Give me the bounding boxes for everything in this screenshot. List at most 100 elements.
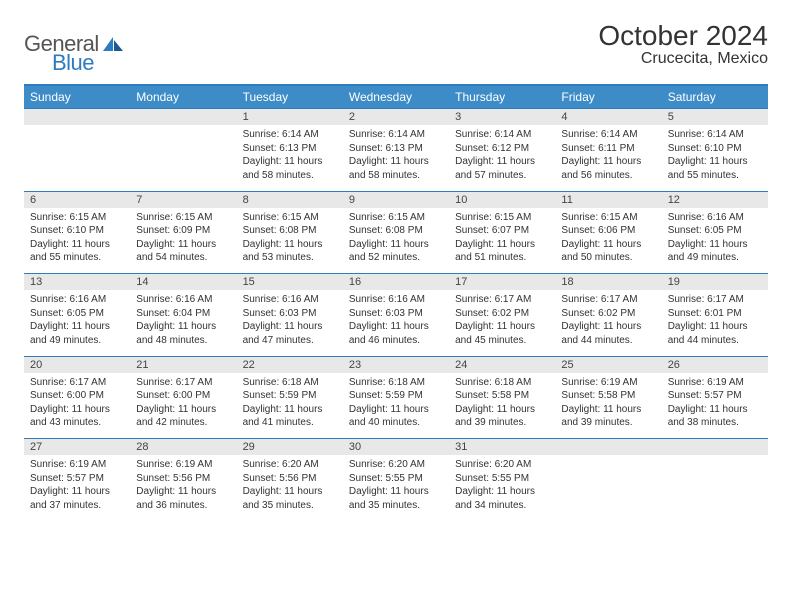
- day-number: 18: [555, 274, 661, 291]
- day-dl2: and 38 minutes.: [668, 416, 762, 430]
- day-ss: Sunset: 6:10 PM: [30, 224, 124, 238]
- day-number: 1: [237, 109, 343, 126]
- day-ss: Sunset: 6:13 PM: [349, 142, 443, 156]
- day-cell: Sunrise: 6:17 AMSunset: 6:02 PMDaylight:…: [555, 290, 661, 356]
- day-dl2: and 45 minutes.: [455, 334, 549, 348]
- day-cell: Sunrise: 6:20 AMSunset: 5:55 PMDaylight:…: [343, 455, 449, 521]
- day-number: 15: [237, 274, 343, 291]
- day-ss: Sunset: 5:55 PM: [455, 472, 549, 486]
- day-dl2: and 34 minutes.: [455, 499, 549, 513]
- day-cell: Sunrise: 6:16 AMSunset: 6:05 PMDaylight:…: [24, 290, 130, 356]
- day-dl1: Daylight: 11 hours: [668, 403, 762, 417]
- day-sr: Sunrise: 6:14 AM: [561, 128, 655, 142]
- day-cell: Sunrise: 6:17 AMSunset: 6:00 PMDaylight:…: [130, 373, 236, 439]
- day-dl2: and 39 minutes.: [561, 416, 655, 430]
- day-dl1: Daylight: 11 hours: [668, 320, 762, 334]
- day-cell: Sunrise: 6:16 AMSunset: 6:03 PMDaylight:…: [343, 290, 449, 356]
- day-number: 11: [555, 191, 661, 208]
- day-sr: Sunrise: 6:20 AM: [455, 458, 549, 472]
- day-ss: Sunset: 6:03 PM: [349, 307, 443, 321]
- day-dl1: Daylight: 11 hours: [455, 403, 549, 417]
- day-dl2: and 35 minutes.: [243, 499, 337, 513]
- location-title: Crucecita, Mexico: [598, 50, 768, 68]
- day-dl1: Daylight: 11 hours: [136, 320, 230, 334]
- day-cell: Sunrise: 6:17 AMSunset: 6:02 PMDaylight:…: [449, 290, 555, 356]
- dow-header: Monday: [130, 85, 236, 109]
- day-number: 17: [449, 274, 555, 291]
- day-number: [24, 109, 130, 126]
- day-dl2: and 41 minutes.: [243, 416, 337, 430]
- day-dl1: Daylight: 11 hours: [349, 155, 443, 169]
- day-number: 31: [449, 439, 555, 456]
- day-ss: Sunset: 6:11 PM: [561, 142, 655, 156]
- day-cell: [24, 125, 130, 191]
- day-cell: Sunrise: 6:19 AMSunset: 5:57 PMDaylight:…: [662, 373, 768, 439]
- day-ss: Sunset: 6:06 PM: [561, 224, 655, 238]
- day-dl1: Daylight: 11 hours: [668, 155, 762, 169]
- day-sr: Sunrise: 6:14 AM: [668, 128, 762, 142]
- day-ss: Sunset: 6:02 PM: [455, 307, 549, 321]
- day-sr: Sunrise: 6:19 AM: [136, 458, 230, 472]
- day-dl1: Daylight: 11 hours: [243, 485, 337, 499]
- day-number: 21: [130, 356, 236, 373]
- day-sr: Sunrise: 6:15 AM: [30, 211, 124, 225]
- day-ss: Sunset: 6:03 PM: [243, 307, 337, 321]
- info-row: Sunrise: 6:17 AMSunset: 6:00 PMDaylight:…: [24, 373, 768, 439]
- day-sr: Sunrise: 6:17 AM: [136, 376, 230, 390]
- day-dl2: and 46 minutes.: [349, 334, 443, 348]
- day-dl1: Daylight: 11 hours: [349, 238, 443, 252]
- day-number: 6: [24, 191, 130, 208]
- day-number: 26: [662, 356, 768, 373]
- day-dl1: Daylight: 11 hours: [243, 238, 337, 252]
- day-number: 4: [555, 109, 661, 126]
- day-dl2: and 52 minutes.: [349, 251, 443, 265]
- day-cell: Sunrise: 6:14 AMSunset: 6:13 PMDaylight:…: [237, 125, 343, 191]
- day-dl1: Daylight: 11 hours: [455, 238, 549, 252]
- day-number: 20: [24, 356, 130, 373]
- day-dl2: and 55 minutes.: [30, 251, 124, 265]
- day-cell: Sunrise: 6:14 AMSunset: 6:13 PMDaylight:…: [343, 125, 449, 191]
- day-ss: Sunset: 6:07 PM: [455, 224, 549, 238]
- day-number: [662, 439, 768, 456]
- day-sr: Sunrise: 6:17 AM: [455, 293, 549, 307]
- day-dl2: and 56 minutes.: [561, 169, 655, 183]
- day-cell: Sunrise: 6:15 AMSunset: 6:10 PMDaylight:…: [24, 208, 130, 274]
- day-dl2: and 35 minutes.: [349, 499, 443, 513]
- day-number: [555, 439, 661, 456]
- day-number: 23: [343, 356, 449, 373]
- day-dl1: Daylight: 11 hours: [349, 320, 443, 334]
- day-cell: Sunrise: 6:14 AMSunset: 6:10 PMDaylight:…: [662, 125, 768, 191]
- day-number: 19: [662, 274, 768, 291]
- day-dl2: and 36 minutes.: [136, 499, 230, 513]
- day-cell: Sunrise: 6:15 AMSunset: 6:08 PMDaylight:…: [343, 208, 449, 274]
- dow-header: Sunday: [24, 85, 130, 109]
- day-cell: [662, 455, 768, 521]
- day-dl2: and 44 minutes.: [561, 334, 655, 348]
- day-dl1: Daylight: 11 hours: [561, 403, 655, 417]
- day-sr: Sunrise: 6:15 AM: [455, 211, 549, 225]
- day-sr: Sunrise: 6:16 AM: [30, 293, 124, 307]
- day-cell: Sunrise: 6:15 AMSunset: 6:07 PMDaylight:…: [449, 208, 555, 274]
- daynum-row: 2728293031: [24, 439, 768, 456]
- day-sr: Sunrise: 6:16 AM: [136, 293, 230, 307]
- day-ss: Sunset: 6:05 PM: [668, 224, 762, 238]
- dow-header: Saturday: [662, 85, 768, 109]
- day-sr: Sunrise: 6:19 AM: [561, 376, 655, 390]
- dow-header: Tuesday: [237, 85, 343, 109]
- day-sr: Sunrise: 6:20 AM: [349, 458, 443, 472]
- day-number: 30: [343, 439, 449, 456]
- day-cell: Sunrise: 6:14 AMSunset: 6:12 PMDaylight:…: [449, 125, 555, 191]
- day-ss: Sunset: 5:59 PM: [349, 389, 443, 403]
- dow-header: Thursday: [449, 85, 555, 109]
- day-ss: Sunset: 5:58 PM: [561, 389, 655, 403]
- day-number: 12: [662, 191, 768, 208]
- day-sr: Sunrise: 6:18 AM: [455, 376, 549, 390]
- day-ss: Sunset: 6:13 PM: [243, 142, 337, 156]
- daynum-row: 13141516171819: [24, 274, 768, 291]
- day-sr: Sunrise: 6:17 AM: [668, 293, 762, 307]
- day-sr: Sunrise: 6:16 AM: [349, 293, 443, 307]
- day-sr: Sunrise: 6:15 AM: [136, 211, 230, 225]
- day-dl1: Daylight: 11 hours: [136, 403, 230, 417]
- day-number: 5: [662, 109, 768, 126]
- day-dl2: and 44 minutes.: [668, 334, 762, 348]
